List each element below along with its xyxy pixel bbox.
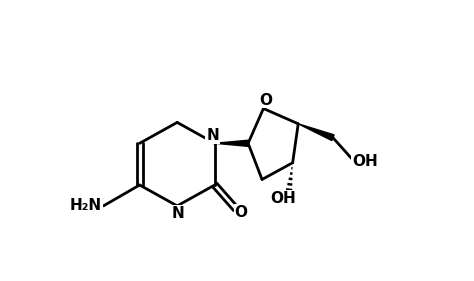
Text: O: O: [260, 93, 273, 108]
Text: H₂N: H₂N: [70, 198, 102, 213]
Text: N: N: [172, 206, 184, 221]
Polygon shape: [298, 124, 334, 140]
Text: OH: OH: [352, 155, 378, 169]
Text: N: N: [206, 128, 219, 143]
Text: OH: OH: [270, 191, 296, 206]
Text: O: O: [235, 205, 248, 219]
Polygon shape: [215, 140, 248, 146]
